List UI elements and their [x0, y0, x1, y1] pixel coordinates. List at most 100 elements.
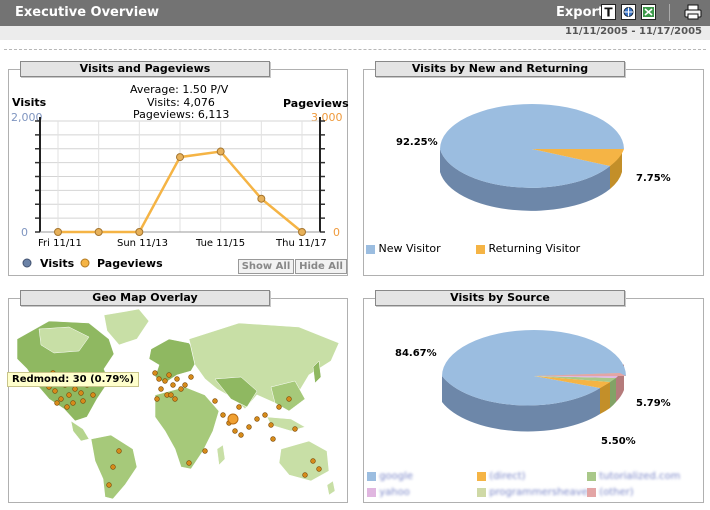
city-marker[interactable] [154, 396, 160, 402]
city-marker[interactable] [254, 416, 260, 422]
city-marker[interactable] [202, 448, 208, 454]
swatch-new-visitor [366, 244, 375, 254]
legend-returning-visitor-label: Returning Visitor [488, 242, 581, 255]
city-marker[interactable] [162, 378, 168, 384]
city-marker[interactable] [72, 386, 78, 392]
city-marker[interactable] [270, 436, 276, 442]
visits-pageviews-title: Visits and Pageviews [20, 61, 270, 77]
summary-average: Average: 1.50 P/V [130, 83, 229, 96]
legend-visits-marker[interactable] [22, 258, 32, 268]
city-marker[interactable] [152, 370, 158, 376]
pageviews-point-2 [135, 228, 144, 236]
city-marker[interactable] [276, 404, 282, 410]
summary-pageviews: Pageviews: 6,113 [133, 108, 230, 121]
city-marker[interactable] [106, 482, 112, 488]
city-marker[interactable] [316, 466, 322, 472]
city-marker[interactable] [58, 396, 64, 402]
visits-pageviews-title-text: Visits and Pageviews [79, 62, 211, 75]
x-label-tue: Tue 11/15 [196, 238, 246, 249]
city-marker[interactable] [90, 392, 96, 398]
city-marker[interactable] [246, 424, 252, 430]
hide-all-button[interactable]: Hide All [295, 259, 347, 274]
legend-visits-label[interactable]: Visits [40, 257, 75, 270]
city-marker[interactable] [212, 398, 218, 404]
legend-source-0-label: google [379, 471, 414, 482]
city-marker[interactable] [182, 382, 188, 388]
swatch-source-3 [367, 487, 376, 497]
text-export-icon[interactable]: T [601, 4, 616, 20]
left-axis-title: Visits [12, 96, 47, 109]
city-marker[interactable] [156, 376, 162, 382]
sources-title: Visits by Source [375, 290, 625, 306]
city-marker[interactable] [66, 392, 72, 398]
date-range: 11/11/2005 - 11/17/2005 [564, 26, 702, 37]
city-marker[interactable] [286, 396, 292, 402]
show-all-button[interactable]: Show All [238, 259, 294, 274]
city-marker[interactable] [80, 398, 86, 404]
print-icon[interactable] [684, 4, 702, 20]
pct-other: 5.79% [636, 398, 671, 409]
legend-source-4[interactable]: programmersheaven [477, 487, 594, 498]
city-marker[interactable] [236, 404, 242, 410]
city-marker[interactable] [238, 432, 244, 438]
city-marker[interactable] [262, 412, 268, 418]
city-marker[interactable] [220, 412, 226, 418]
city-marker[interactable] [232, 428, 238, 434]
swatch-source-0 [367, 471, 376, 481]
title-bar: Executive Overview Export T [0, 0, 710, 26]
city-marker[interactable] [64, 404, 70, 410]
city-marker[interactable] [166, 372, 172, 378]
city-marker[interactable] [292, 426, 298, 432]
x-label-thu: Thu 11/17 [276, 238, 327, 249]
city-marker[interactable] [52, 388, 58, 394]
city-marker[interactable] [116, 448, 122, 454]
city-marker[interactable] [168, 392, 174, 398]
web-export-icon[interactable] [621, 4, 636, 20]
pageviews-point-0 [54, 228, 62, 236]
legend-returning-visitor[interactable]: Returning Visitor [476, 242, 580, 255]
legend-new-visitor-label: New Visitor [378, 242, 441, 255]
legend-source-3-label: yahoo [379, 487, 410, 498]
legend-source-5[interactable]: (other) [587, 487, 634, 498]
pageviews-point-6 [298, 228, 306, 236]
city-marker[interactable] [178, 386, 184, 392]
legend-source-5-label: (other) [599, 487, 634, 498]
sources-title-text: Visits by Source [450, 291, 550, 304]
city-marker[interactable] [310, 458, 316, 464]
geo-map-title: Geo Map Overlay [20, 290, 270, 306]
legend-pageviews-label[interactable]: Pageviews [97, 257, 163, 270]
swatch-source-5 [587, 487, 596, 497]
world-map[interactable] [9, 299, 347, 502]
legend-source-3[interactable]: yahoo [367, 487, 410, 498]
city-marker[interactable] [268, 422, 274, 428]
pct-direct: 5.50% [601, 436, 636, 447]
sources-pie[interactable] [432, 310, 632, 455]
city-marker[interactable] [110, 464, 116, 470]
swatch-source-1 [477, 471, 486, 481]
new-returning-pie[interactable] [430, 84, 630, 219]
city-marker[interactable] [302, 472, 308, 478]
legend-pageviews-marker[interactable] [80, 258, 90, 268]
legend-source-0[interactable]: google [367, 471, 413, 482]
svg-text:T: T [604, 6, 613, 20]
legend-source-4-label: programmersheaven [489, 487, 595, 498]
city-marker[interactable] [170, 382, 176, 388]
city-marker[interactable] [70, 400, 76, 406]
city-marker[interactable] [188, 374, 194, 380]
legend-source-1[interactable]: (direct) [477, 471, 526, 482]
export-label: Export [556, 5, 605, 20]
city-marker[interactable] [174, 376, 180, 382]
excel-export-icon[interactable] [641, 4, 656, 20]
page-title: Executive Overview [15, 5, 160, 20]
city-marker-large[interactable] [227, 413, 239, 425]
city-marker[interactable] [186, 460, 192, 466]
pct-returning-visitor: 7.75% [636, 173, 671, 184]
city-marker[interactable] [78, 390, 84, 396]
legend-new-visitor[interactable]: New Visitor [366, 242, 441, 255]
legend-source-2[interactable]: tutorialized.com [587, 471, 680, 482]
pct-new-visitor: 92.25% [396, 137, 438, 148]
city-marker[interactable] [54, 400, 60, 406]
city-marker[interactable] [172, 396, 178, 402]
city-marker[interactable] [158, 386, 164, 392]
